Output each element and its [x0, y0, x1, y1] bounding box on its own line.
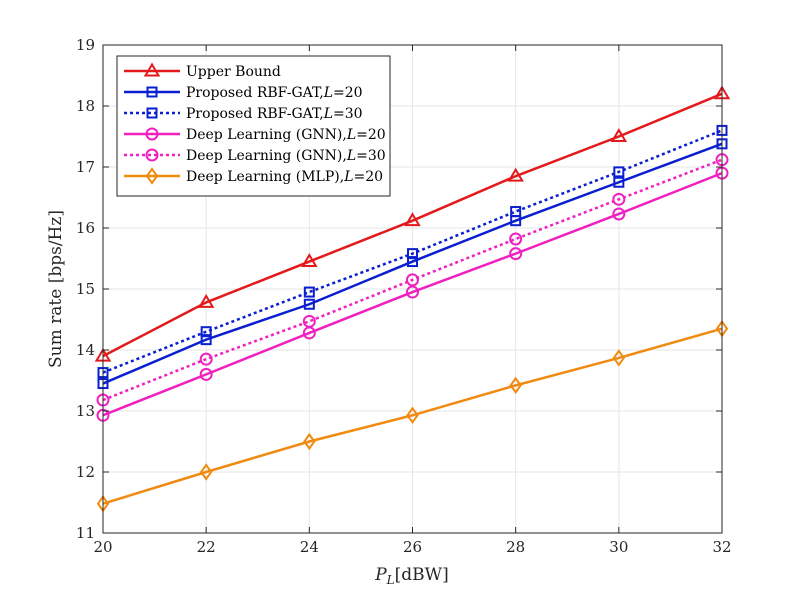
legend-label-name: Deep Learning (GNN), — [186, 148, 347, 164]
x-tick-label: 32 — [712, 538, 731, 556]
circle-marker — [406, 285, 419, 299]
legend-label: Deep Learning (GNN),L=30 — [186, 148, 386, 164]
triangle-marker — [507, 167, 524, 182]
legend-label-var: L — [343, 169, 353, 185]
legend-label: Proposed RBF-GAT,L=20 — [186, 85, 363, 101]
legend-label-name: Upper Bound — [186, 64, 281, 80]
square-marker — [146, 86, 158, 98]
legend-label: Upper Bound — [186, 64, 281, 80]
legend-label-name: Proposed RBF-GAT, — [186, 106, 324, 122]
series-line — [102, 129, 723, 374]
y-axis-label: Sum rate [bps/Hz] — [46, 210, 66, 368]
series-line — [102, 327, 723, 505]
diamond-marker — [145, 167, 159, 185]
circle-marker — [406, 273, 419, 287]
legend-label-value: =20 — [353, 169, 383, 185]
series-line — [102, 158, 723, 402]
legend-entry: Deep Learning (GNN),L=20 — [124, 127, 386, 143]
diamond-marker — [612, 349, 626, 367]
legend-entry: Upper Bound — [124, 62, 281, 80]
legend-label-var: L — [346, 127, 356, 143]
x-axis-label: PL[dBW] — [374, 565, 449, 587]
square-marker — [510, 206, 522, 218]
legend-label-value: =30 — [356, 148, 386, 164]
square-marker — [200, 326, 212, 338]
legend-label-value: =20 — [333, 85, 363, 101]
square-marker — [303, 286, 315, 298]
series-line — [102, 171, 723, 417]
diamond-marker — [303, 432, 316, 451]
series-2 — [97, 138, 728, 390]
y-tick-label: 18 — [76, 97, 95, 115]
diamond-marker — [406, 406, 419, 424]
legend-label-var: L — [323, 85, 333, 101]
square-marker — [613, 166, 625, 178]
y-tick-label: 19 — [76, 36, 95, 54]
y-tick-label: 17 — [76, 158, 95, 176]
square-marker — [146, 107, 158, 119]
triangle-marker — [610, 128, 628, 142]
square-marker — [407, 248, 418, 260]
series-6 — [96, 319, 729, 513]
legend-label-name: Deep Learning (MLP), — [186, 169, 344, 185]
square-marker — [303, 298, 315, 310]
legend-entry: Proposed RBF-GAT,L=20 — [124, 85, 363, 101]
circle-marker — [509, 247, 523, 261]
x-tick-label: 24 — [300, 538, 319, 556]
x-tick-label: 22 — [197, 538, 216, 556]
circle-marker — [509, 232, 523, 246]
y-tick-label: 11 — [76, 524, 95, 542]
legend-label-value: =20 — [356, 127, 386, 143]
x-tick-label: 26 — [403, 538, 422, 556]
series-line — [102, 142, 723, 385]
square-marker — [407, 256, 418, 268]
series-layer — [94, 85, 731, 513]
circle-marker — [302, 314, 316, 328]
legend-box — [116, 55, 391, 197]
circle-marker — [199, 367, 213, 381]
legend-entry: Deep Learning (MLP),L=20 — [124, 167, 383, 185]
y-tick-label: 16 — [76, 219, 95, 237]
x-axis-label-sub: L — [386, 573, 395, 587]
legend-label-var: L — [346, 148, 356, 164]
circle-marker — [199, 352, 213, 366]
legend-entry: Deep Learning (GNN),L=30 — [124, 148, 386, 164]
x-tick-label: 30 — [609, 538, 628, 556]
circle-marker — [612, 192, 626, 206]
circle-marker — [612, 207, 626, 221]
triangle-marker — [404, 212, 421, 227]
x-axis-label-unit: [dBW] — [395, 565, 449, 585]
legend-entry: Proposed RBF-GAT,L=30 — [124, 106, 363, 122]
diamond-marker — [509, 376, 522, 395]
circle-marker — [145, 148, 159, 162]
legend-label-var: L — [323, 106, 333, 122]
x-tick-label: 20 — [93, 538, 112, 556]
series-line — [102, 92, 723, 358]
y-tick-label: 12 — [76, 463, 95, 481]
tick-layer: 20 22 24 26 28 30 32 11 12 13 14 15 16 17 18 19 — [76, 36, 732, 556]
triangle-marker — [301, 253, 318, 268]
legend-label-name: Deep Learning (GNN), — [186, 127, 347, 143]
triangle-marker — [143, 62, 161, 77]
square-marker — [200, 334, 212, 346]
x-tick-label: 28 — [506, 538, 525, 556]
y-tick-label: 13 — [76, 402, 95, 420]
legend-label-name: Proposed RBF-GAT, — [186, 85, 324, 101]
legend-label: Deep Learning (GNN),L=20 — [186, 127, 386, 143]
diamond-marker — [199, 463, 213, 481]
x-axis-label-main: P — [374, 565, 387, 585]
y-tick-label: 15 — [76, 280, 95, 298]
legend-label-value: =30 — [333, 106, 363, 122]
y-tick-label: 14 — [76, 341, 95, 359]
legend-label: Proposed RBF-GAT,L=30 — [186, 106, 363, 122]
legend-label: Deep Learning (MLP),L=20 — [186, 169, 383, 185]
circle-marker — [145, 127, 159, 141]
square-marker — [613, 176, 625, 188]
triangle-marker — [197, 293, 215, 308]
